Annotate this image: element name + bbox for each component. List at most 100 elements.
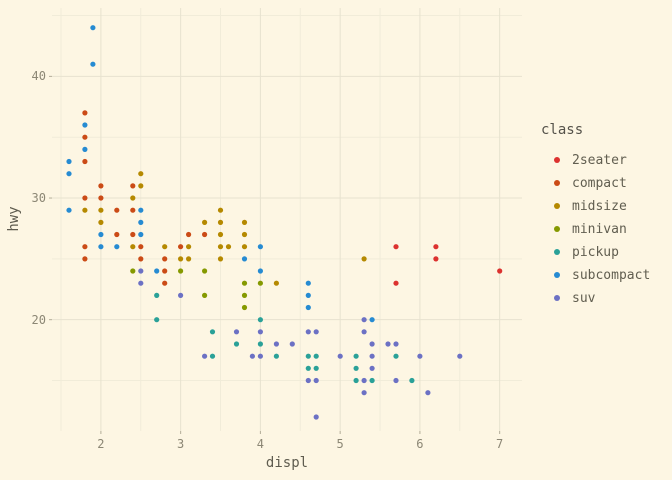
data-point — [361, 256, 367, 262]
data-point — [154, 268, 160, 274]
data-point — [417, 353, 423, 359]
data-point — [361, 329, 367, 335]
y-tick-label: 40 — [31, 69, 46, 84]
data-point — [66, 158, 72, 165]
data-point — [138, 256, 144, 262]
series-2seater — [393, 244, 503, 286]
data-point — [369, 317, 375, 323]
data-point — [114, 207, 120, 213]
data-point — [273, 280, 279, 286]
data-point — [241, 304, 248, 311]
y-tick-label: 20 — [31, 312, 46, 327]
legend: class 2seater compact midsize minivan pickup… — [541, 122, 666, 306]
data-point — [241, 256, 248, 262]
data-point — [353, 353, 359, 359]
data-point — [361, 390, 367, 396]
legend-item-subcompact: subcompact — [541, 267, 651, 283]
data-point — [257, 244, 263, 250]
data-point — [82, 256, 88, 262]
x-tick-label: 2 — [97, 437, 105, 451]
data-point — [138, 231, 144, 238]
legend-label: subcompact — [572, 267, 651, 283]
data-point — [98, 219, 104, 225]
data-point — [130, 244, 136, 250]
data-point — [257, 317, 263, 323]
data-point — [313, 365, 319, 371]
data-point — [393, 244, 399, 250]
data-point — [353, 377, 359, 384]
data-point — [273, 353, 279, 359]
data-point — [82, 158, 88, 165]
data-point — [305, 280, 311, 286]
legend-label: 2seater — [572, 152, 627, 168]
series-suv — [138, 268, 463, 420]
data-point — [305, 377, 311, 384]
legend-swatch-icon — [554, 249, 560, 255]
data-point — [433, 256, 439, 262]
data-point — [202, 292, 208, 298]
data-point — [257, 268, 263, 274]
legend-item-midsize: midsize — [541, 199, 627, 214]
data-point — [82, 195, 88, 201]
data-point — [202, 268, 208, 274]
data-point — [233, 329, 240, 335]
series-midsize — [82, 171, 367, 286]
data-point — [433, 244, 439, 250]
x-axis-title: displ — [265, 455, 309, 471]
data-point — [138, 268, 144, 274]
y-tick-label: 30 — [31, 191, 46, 206]
data-point — [393, 341, 399, 347]
legend-item-suv: suv — [541, 291, 595, 306]
data-point — [90, 25, 96, 31]
series-compact — [82, 110, 208, 286]
data-point — [186, 231, 192, 238]
data-point — [82, 207, 88, 213]
data-point — [273, 341, 279, 347]
data-point — [353, 365, 359, 371]
data-point — [233, 341, 240, 347]
data-point — [409, 377, 415, 384]
data-point — [178, 244, 184, 250]
legend-swatch-icon — [554, 157, 560, 163]
data-point — [497, 268, 503, 274]
data-point — [257, 353, 263, 359]
data-point — [138, 171, 144, 177]
legend-swatch-icon — [554, 295, 560, 301]
legend-item-pickup: pickup — [541, 245, 619, 260]
data-point — [249, 353, 255, 359]
x-tick-label: 6 — [416, 437, 424, 451]
data-point — [361, 377, 367, 384]
data-point — [178, 268, 184, 274]
legend-item-minivan: minivan — [541, 222, 627, 237]
data-point — [130, 268, 136, 274]
legend-swatch-icon — [554, 272, 560, 278]
data-point — [313, 329, 319, 335]
data-point — [114, 231, 120, 238]
data-point — [305, 329, 311, 335]
data-point — [217, 231, 224, 238]
data-point — [217, 207, 224, 213]
legend-item-compact: compact — [541, 176, 627, 191]
data-point — [66, 207, 72, 213]
data-point — [98, 195, 104, 201]
data-point — [178, 256, 184, 262]
x-tick-label: 4 — [256, 437, 265, 451]
data-point — [186, 244, 192, 250]
data-point — [369, 365, 375, 371]
data-point — [393, 353, 399, 359]
data-point — [337, 353, 343, 359]
data-point — [241, 244, 248, 250]
data-point — [457, 353, 463, 359]
data-point — [82, 110, 88, 116]
data-point — [98, 231, 104, 238]
data-point — [162, 268, 168, 274]
data-point — [241, 219, 248, 225]
data-point — [162, 280, 168, 286]
data-point — [241, 231, 248, 238]
data-point — [305, 292, 311, 298]
series-minivan — [130, 268, 263, 311]
data-point — [305, 353, 311, 359]
data-point — [130, 231, 136, 238]
y-axis-title: hwy — [6, 206, 22, 232]
